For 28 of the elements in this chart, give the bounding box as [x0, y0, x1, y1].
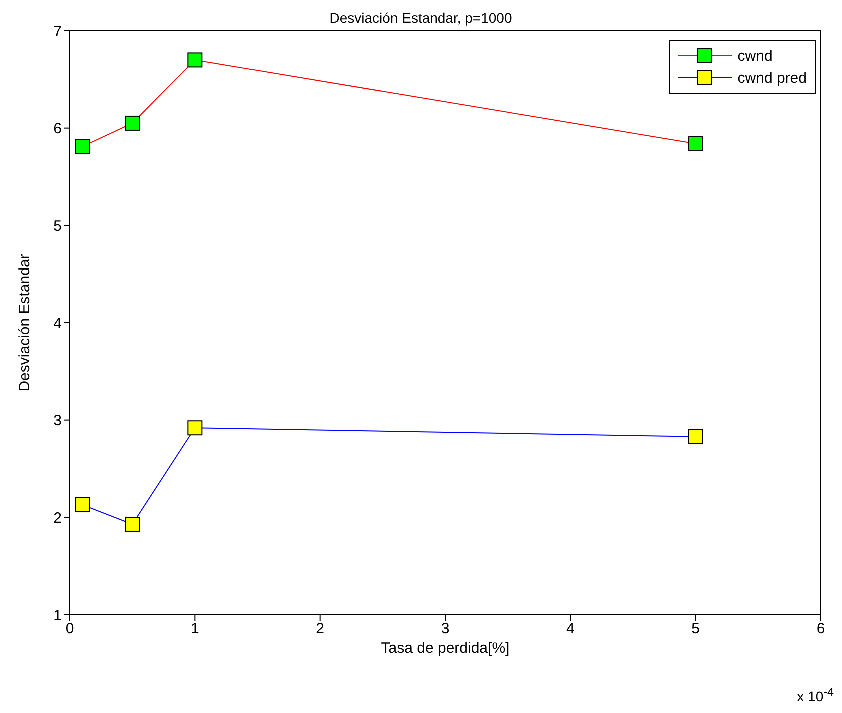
x-axis-title: Tasa de perdida[%] — [381, 640, 510, 657]
point — [188, 52, 203, 68]
text: x 10$^{-4}$ — [797, 686, 834, 705]
point — [75, 139, 90, 154]
legend-label: cwnd — [738, 48, 773, 64]
point — [188, 420, 203, 436]
y-tick-label: 1 — [54, 607, 62, 624]
x-tick-label: 3 — [441, 620, 450, 638]
y-tick-label: 7 — [54, 23, 62, 40]
y-tick-label: 6 — [54, 120, 62, 138]
point — [125, 116, 140, 131]
y-tick-label: 4 — [54, 315, 62, 332]
point — [75, 498, 90, 513]
x-tick-label: 2 — [316, 620, 325, 638]
x-tick-label: 4 — [566, 620, 575, 638]
x-tick-label: 1 — [190, 620, 200, 638]
x-tick-label: 6 — [816, 620, 826, 638]
point — [688, 136, 704, 152]
point — [125, 516, 140, 532]
point — [688, 429, 704, 444]
y-tick-label: 3 — [54, 412, 62, 430]
legend-label: cwnd pred — [738, 70, 807, 86]
y-tick-label: 2 — [54, 510, 62, 527]
chart-title: Desviación Estandar, p=1000 — [330, 10, 512, 26]
y-axis-title: Desviación Estandar — [16, 254, 34, 392]
y-tick-label: 5 — [54, 218, 62, 235]
x-tick-label: 5 — [692, 620, 700, 638]
x-tick-label: 0 — [66, 620, 74, 638]
